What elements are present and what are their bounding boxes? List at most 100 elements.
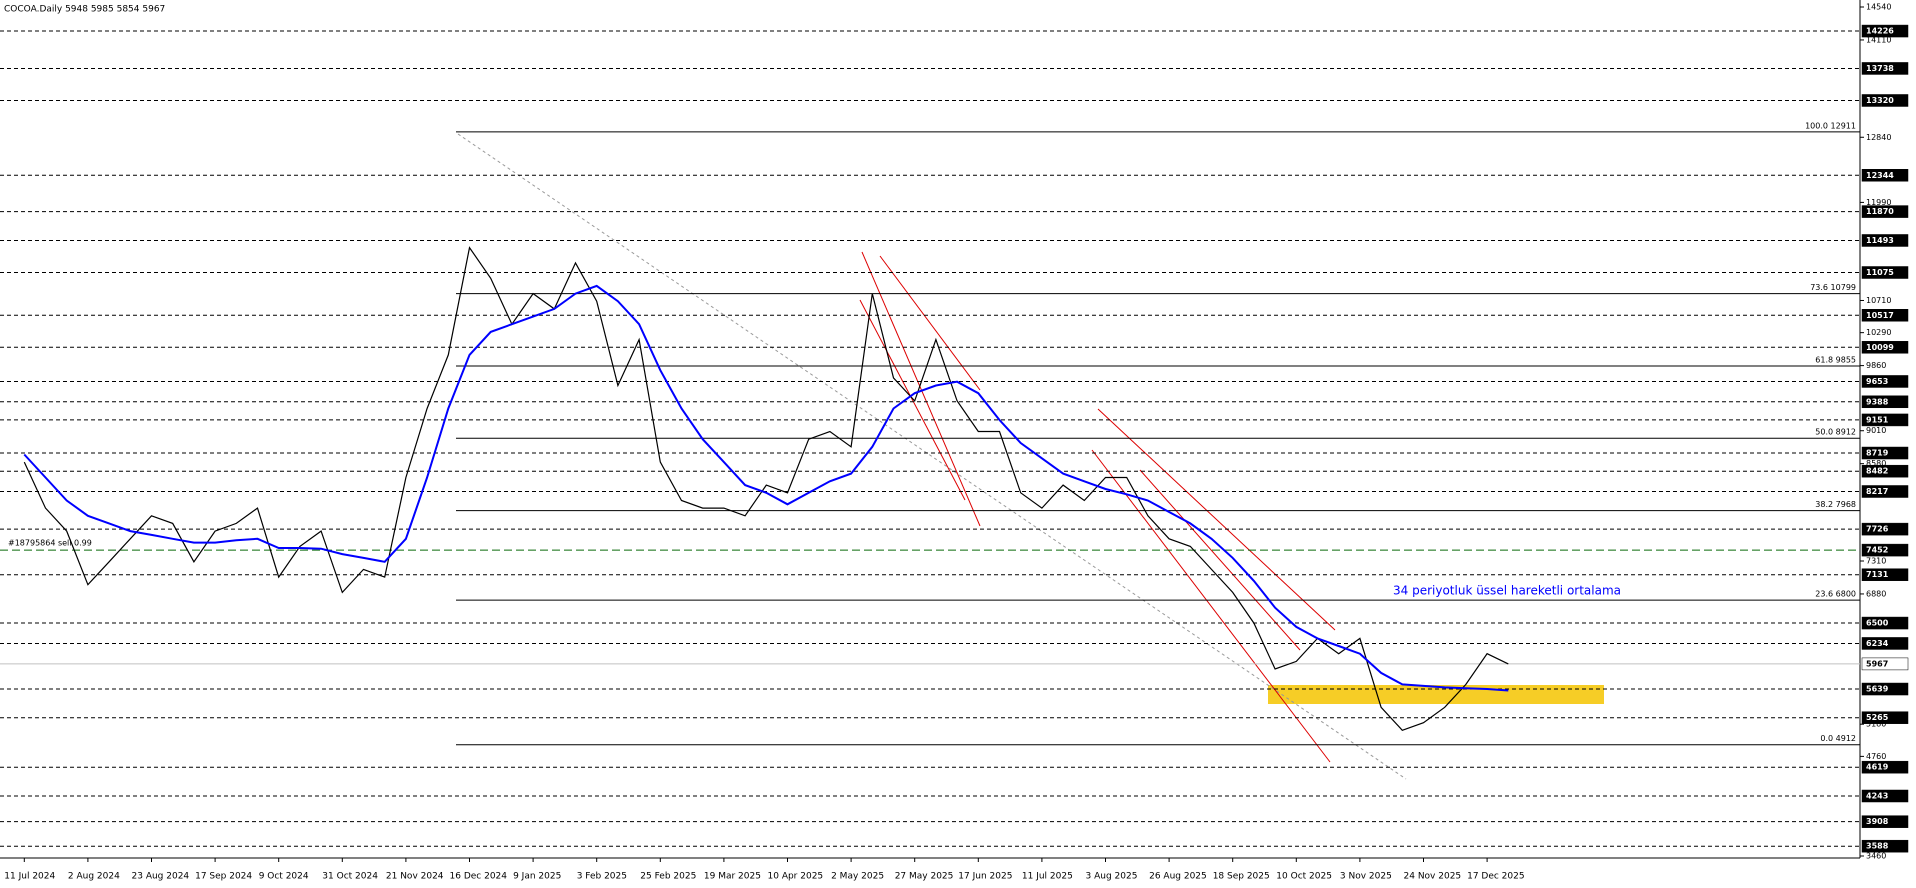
y-tick-label: 3460 xyxy=(1866,852,1886,861)
level-label: 4619 xyxy=(1866,763,1889,772)
x-tick-label: 24 Nov 2025 xyxy=(1404,872,1462,882)
level-box xyxy=(1861,839,1909,853)
level-label: 13738 xyxy=(1866,64,1894,73)
x-tick-label: 23 Aug 2024 xyxy=(132,872,190,882)
level-label: 11870 xyxy=(1866,207,1894,216)
channel-line xyxy=(861,251,981,527)
fib-label: 0.0 4912 xyxy=(1820,734,1856,743)
x-tick-label: 26 Aug 2025 xyxy=(1149,872,1207,882)
level-label: 7726 xyxy=(1866,525,1889,534)
annotation: 34 periyotluk üssel hareketli ortalama xyxy=(1393,584,1621,598)
level-label: 8217 xyxy=(1866,487,1888,496)
y-tick-label: 9010 xyxy=(1866,426,1886,435)
y-tick-label: 10710 xyxy=(1866,296,1891,305)
level-box xyxy=(1861,637,1909,650)
x-tick-label: 25 Feb 2025 xyxy=(640,872,696,882)
level-box xyxy=(1861,375,1909,388)
x-tick-label: 17 Dec 2025 xyxy=(1467,872,1525,882)
y-tick-label: 14540 xyxy=(1866,3,1891,12)
level-label: 11075 xyxy=(1866,268,1894,277)
trend-line xyxy=(457,133,1407,780)
x-tick-label: 11 Jul 2024 xyxy=(4,872,55,882)
x-tick-label: 16 Dec 2024 xyxy=(450,872,508,882)
level-box xyxy=(1861,205,1909,218)
level-label: 9151 xyxy=(1866,415,1889,424)
x-tick-label: 11 Jul 2025 xyxy=(1022,872,1073,882)
x-tick-label: 2 May 2025 xyxy=(831,872,884,882)
level-box xyxy=(1861,568,1909,581)
level-box xyxy=(1861,413,1909,427)
fib-label: 61.8 9855 xyxy=(1815,355,1856,364)
ema-line xyxy=(23,284,1509,692)
level-label: 6234 xyxy=(1866,639,1889,648)
x-tick-label: 3 Aug 2025 xyxy=(1086,872,1138,882)
level-box xyxy=(1861,789,1909,803)
level-label: 14226 xyxy=(1866,27,1894,36)
fib-label: 100.0 12911 xyxy=(1805,121,1856,130)
level-box xyxy=(1861,234,1909,247)
level-box xyxy=(1861,522,1909,536)
order-label: 7452 xyxy=(1866,546,1888,555)
y-tick-label: 10290 xyxy=(1866,328,1891,337)
level-label: 11493 xyxy=(1866,236,1894,245)
y-tick-label: 7310 xyxy=(1866,556,1886,565)
y-tick-label: 9860 xyxy=(1866,361,1886,370)
fib-label: 38.2 7968 xyxy=(1815,500,1856,509)
level-box xyxy=(1861,266,1909,279)
price-line xyxy=(23,246,1509,731)
x-tick-label: 10 Oct 2025 xyxy=(1276,872,1332,882)
level-box xyxy=(1861,62,1909,75)
x-tick-label: 2 Aug 2024 xyxy=(68,872,120,882)
y-tick-label: 4760 xyxy=(1866,752,1886,761)
y-tick-label: 12840 xyxy=(1866,133,1891,142)
level-box xyxy=(1861,464,1909,478)
level-label: 8719 xyxy=(1866,449,1889,458)
x-tick-label: 21 Nov 2024 xyxy=(386,872,444,882)
level-box xyxy=(1861,169,1909,182)
level-box xyxy=(1861,24,1909,38)
channel-line xyxy=(859,299,966,501)
x-tick-label: 9 Oct 2024 xyxy=(259,872,309,882)
level-box xyxy=(1861,395,1909,409)
level-label: 3908 xyxy=(1866,817,1889,826)
level-box xyxy=(1861,446,1909,460)
fib-label: 50.0 8912 xyxy=(1815,428,1856,437)
x-tick-label: 3 Feb 2025 xyxy=(577,872,627,882)
level-label: 8482 xyxy=(1866,467,1888,476)
channel-line xyxy=(1091,449,1331,763)
level-label: 5639 xyxy=(1866,685,1889,694)
x-tick-label: 19 Mar 2025 xyxy=(704,872,761,882)
level-box xyxy=(1861,760,1909,774)
level-label: 12344 xyxy=(1866,171,1894,180)
fib-label: 73.6 10799 xyxy=(1810,283,1856,292)
order-label: #18795864 sell 0.99 xyxy=(8,539,92,548)
x-tick-label: 27 May 2025 xyxy=(895,872,954,882)
x-tick-label: 10 Apr 2025 xyxy=(768,872,824,882)
x-tick-label: 31 Oct 2024 xyxy=(322,872,378,882)
y-tick-label: 14110 xyxy=(1866,35,1891,44)
fib-label: 23.6 6800 xyxy=(1815,590,1856,599)
x-tick-label: 17 Jun 2025 xyxy=(958,872,1012,882)
level-label: 3588 xyxy=(1866,842,1889,851)
level-label: 13320 xyxy=(1866,96,1894,105)
level-label: 7131 xyxy=(1866,570,1889,579)
level-box xyxy=(1861,485,1909,498)
level-box xyxy=(1861,94,1909,107)
level-label: 9653 xyxy=(1866,377,1888,386)
level-box xyxy=(1861,341,1909,354)
level-label: 4243 xyxy=(1866,792,1888,801)
level-box xyxy=(1861,682,1909,696)
level-label: 6500 xyxy=(1866,619,1889,628)
channel-line xyxy=(879,255,981,391)
current-price-label: 5967 xyxy=(1866,659,1888,668)
level-box xyxy=(1861,309,1909,322)
level-label: 10517 xyxy=(1866,311,1894,320)
level-label: 10099 xyxy=(1866,343,1894,352)
y-tick-label: 5180 xyxy=(1866,720,1886,729)
y-tick-label: 6880 xyxy=(1866,589,1886,598)
order-box xyxy=(1861,543,1909,557)
x-tick-label: 3 Nov 2025 xyxy=(1340,872,1392,882)
